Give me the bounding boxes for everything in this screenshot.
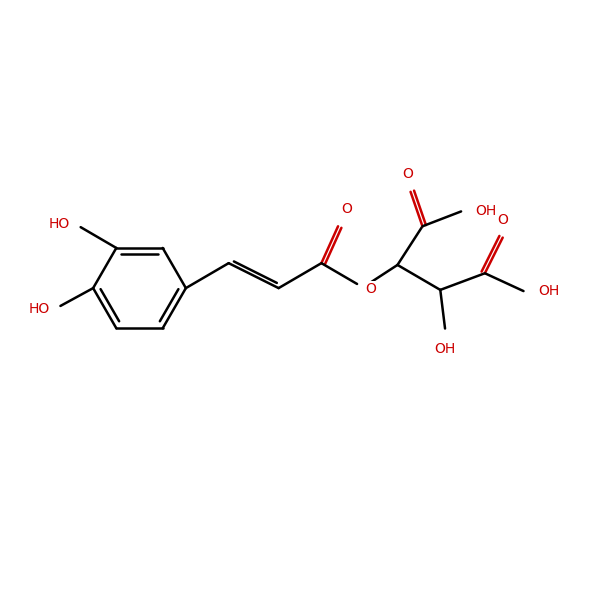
Text: OH: OH: [538, 284, 559, 298]
Text: HO: HO: [28, 302, 50, 316]
Text: O: O: [365, 282, 376, 296]
Text: O: O: [497, 213, 508, 227]
Text: O: O: [341, 202, 352, 215]
Text: HO: HO: [49, 217, 70, 231]
Text: OH: OH: [434, 341, 455, 356]
Text: O: O: [402, 167, 413, 181]
Text: OH: OH: [475, 205, 497, 218]
